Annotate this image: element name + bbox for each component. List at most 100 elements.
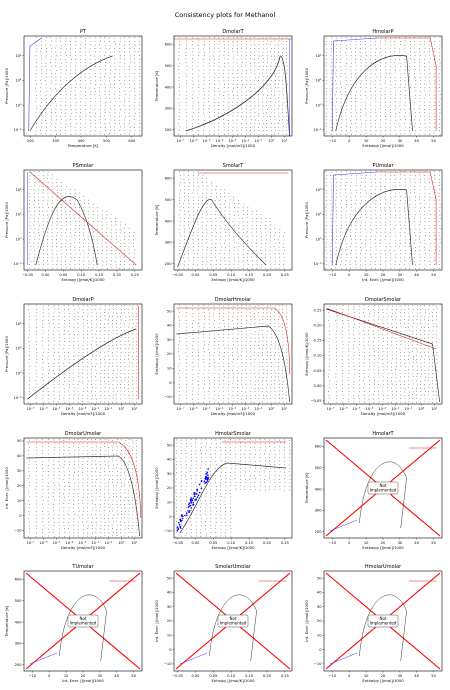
data-point [214,40,215,42]
data-point [325,112,327,114]
data-point [197,178,198,180]
data-point [193,225,194,226]
data-point [42,224,44,226]
data-point [262,37,264,39]
data-point [375,249,377,251]
data-point [364,178,366,180]
data-point [341,87,343,88]
data-point [419,256,421,258]
data-point [136,373,138,375]
data-point [345,62,347,64]
data-point [41,55,43,57]
data-point [91,380,92,381]
data-point [192,119,194,121]
data-point [202,181,204,183]
data-point [238,217,240,219]
data-point [227,308,229,310]
data-point [124,250,126,251]
data-point [28,232,30,233]
data-point [88,245,89,247]
data-point [51,236,53,237]
data-point [274,127,276,128]
data-point [204,51,205,53]
data-point [241,326,242,328]
data-point [241,344,243,346]
data-point [270,97,271,99]
data-point [278,58,280,60]
data-point [203,362,205,363]
data-point [258,83,260,85]
data-point [209,352,211,354]
data-point [246,235,248,237]
data-point [424,123,426,124]
data-point [395,242,397,244]
data-point [424,181,426,183]
data-point [124,334,126,336]
data-point [39,214,40,215]
data-point [86,341,88,343]
data-point [350,76,352,78]
data-point [265,225,266,226]
data-point [56,218,58,219]
data-point [104,327,106,328]
data-point [38,171,40,172]
data-point [219,94,220,95]
data-point [405,268,406,269]
data-point [197,228,199,230]
data-point [65,225,67,227]
data-point [41,102,42,103]
data-point [269,242,271,244]
data-point [228,94,229,96]
data-point [242,236,244,237]
data-point [429,228,431,229]
data-point [262,105,264,107]
data-point [232,362,234,363]
data-point [341,260,342,262]
data-point [73,359,75,360]
data-point [409,242,410,244]
data-point [325,206,327,208]
data-point [414,268,416,269]
data-point [419,77,421,78]
data-point [203,54,205,56]
data-point [241,334,243,335]
data-point [266,47,268,49]
data-point [246,358,248,360]
data-point [40,51,42,52]
data-point [47,210,48,212]
data-point [79,116,81,118]
data-point [129,267,130,269]
data-point [203,105,204,106]
data-point [379,196,381,198]
data-point [96,344,97,346]
data-point [124,362,125,364]
data-point [198,40,200,42]
data-point [75,104,77,106]
data-point [56,55,57,57]
data-point [218,126,220,128]
data-point [258,366,260,368]
data-point [41,119,42,121]
data-point [111,239,112,240]
data-point [345,239,347,241]
panel-title: DmolarP [72,297,93,303]
data-point [185,73,187,75]
data-point [389,58,391,60]
data-point [237,95,239,96]
data-point [404,102,406,103]
data-point [237,72,239,74]
data-point [350,260,351,262]
data-point [414,171,415,172]
data-point [208,366,210,367]
data-point [203,112,205,114]
panel-title: SmolarT [223,163,245,169]
data-point [385,69,387,71]
data-point [220,256,221,258]
data-point [124,384,126,385]
data-point [129,94,130,96]
data-point [108,377,109,379]
data-point [224,242,225,244]
data-point [48,312,50,314]
data-point [326,91,327,93]
data-point [326,225,328,226]
